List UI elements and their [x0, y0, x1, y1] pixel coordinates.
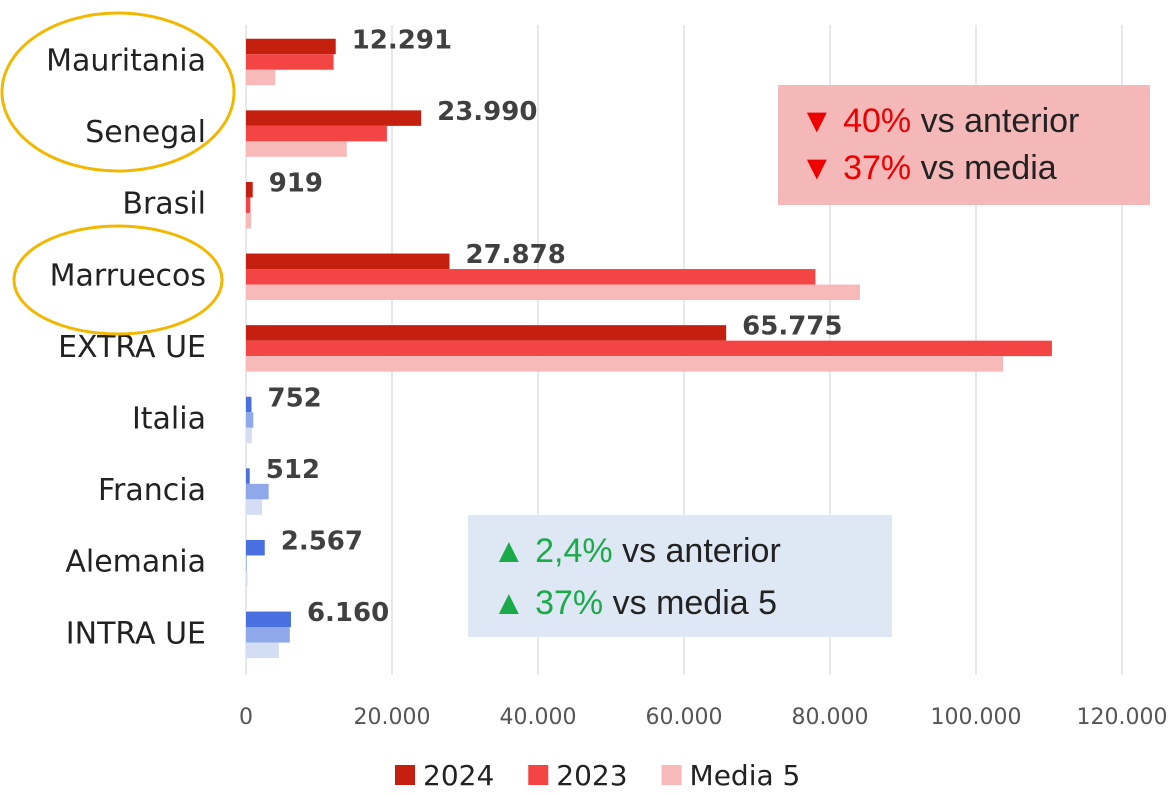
- marker: ▲: [492, 532, 526, 570]
- annotation-line: ▲ 37% vs media 5: [492, 584, 777, 622]
- x-tick-label: 20.000: [354, 705, 431, 730]
- text: vs media: [921, 149, 1057, 187]
- bar: [246, 141, 347, 157]
- red-annotation-box: [778, 85, 1150, 205]
- bar: [246, 468, 250, 484]
- x-tick-label: 120.000: [1077, 705, 1168, 730]
- bar: [246, 253, 450, 270]
- value: 37%: [843, 149, 911, 187]
- annotation-line: ▼ 40% vs anterior: [800, 102, 1079, 140]
- bar: [246, 539, 265, 556]
- legend-label: Media 5: [690, 759, 801, 792]
- highlight-ellipse: [12, 224, 224, 336]
- legend-swatch: [395, 765, 415, 785]
- legend-swatch: [528, 765, 549, 785]
- bar: [246, 212, 252, 229]
- bar: [246, 499, 263, 515]
- bar: [246, 325, 727, 341]
- annotation-line: ▼ 37% vs media: [800, 149, 1057, 187]
- marker: ▲: [492, 584, 526, 622]
- bar: [246, 642, 279, 659]
- y-tick-label: Brasil: [122, 187, 206, 222]
- bar: [246, 570, 248, 587]
- marker: ▼: [800, 102, 834, 140]
- bar: [246, 181, 253, 198]
- annotation-line: ▲ 2,4% vs anterior: [492, 532, 781, 570]
- bar: [246, 340, 1052, 357]
- labels: 0 20.000 40.000 60.000 80.000 100.000 120.000 M…: [46, 25, 1167, 792]
- data-label: 12.291: [352, 25, 452, 55]
- highlight-ellipse: [0, 11, 236, 173]
- text: vs media 5: [613, 584, 777, 622]
- data-label: 752: [267, 383, 321, 413]
- bar: [246, 356, 1004, 372]
- bar: [246, 284, 860, 301]
- text: vs anterior: [921, 102, 1080, 140]
- bar: [246, 611, 291, 628]
- bar: [246, 427, 252, 444]
- bar: [246, 396, 252, 413]
- data-label: 23.990: [437, 97, 537, 127]
- marker: ▼: [800, 149, 834, 187]
- blue-annotation-box: [468, 515, 892, 637]
- bars: [246, 38, 1052, 659]
- x-tick-label: 80.000: [792, 705, 869, 730]
- bar: [246, 555, 247, 571]
- bar: [246, 197, 251, 213]
- y-tick-label: Senegal: [85, 115, 206, 150]
- y-tick-label: INTRA UE: [66, 616, 206, 651]
- data-label: 65.775: [742, 312, 842, 342]
- legend-label: 2023: [556, 759, 627, 792]
- x-tick-label: 100.000: [931, 705, 1022, 730]
- x-tick-label: 60.000: [646, 705, 723, 730]
- x-tick-label: 40.000: [500, 705, 577, 730]
- data-label: 2.567: [281, 526, 363, 556]
- bar: [246, 38, 336, 55]
- legend-label: 2024: [423, 759, 494, 792]
- bar: [246, 412, 254, 428]
- data-label: 512: [266, 455, 320, 485]
- y-tick-label: EXTRA UE: [58, 330, 206, 365]
- data-label: 919: [269, 168, 323, 198]
- value: 40%: [843, 102, 911, 140]
- data-label: 6.160: [307, 598, 389, 628]
- bar: [246, 54, 334, 70]
- bar: [246, 69, 276, 86]
- y-tick-label: Alemania: [65, 545, 206, 580]
- bar: [246, 627, 290, 643]
- y-tick-label: Mauritania: [46, 44, 206, 79]
- x-tick-label: 0: [239, 705, 253, 730]
- bar: [246, 269, 816, 285]
- text: vs anterior: [622, 532, 781, 570]
- bar: [246, 110, 422, 126]
- data-label: 27.878: [466, 240, 566, 270]
- bar: [246, 125, 387, 142]
- value: 37%: [535, 584, 603, 622]
- y-tick-label: Francia: [98, 473, 206, 508]
- y-tick-label: Marruecos: [50, 258, 206, 293]
- bar: [246, 483, 269, 500]
- value: 2,4%: [535, 532, 613, 570]
- y-tick-label: Italia: [132, 402, 206, 437]
- legend-swatch: [661, 765, 682, 785]
